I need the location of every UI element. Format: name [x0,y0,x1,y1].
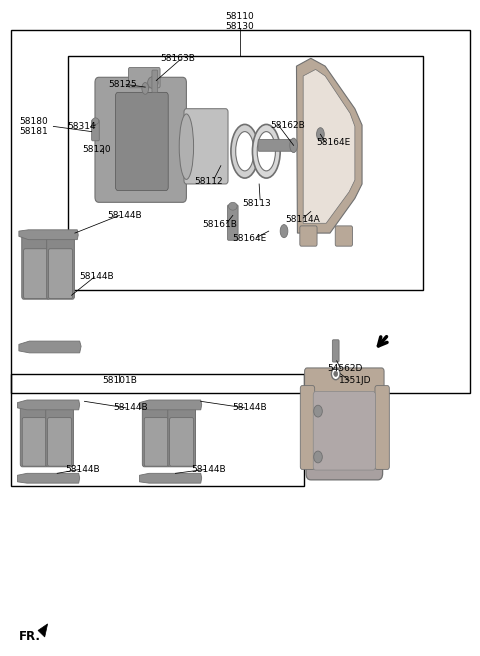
Polygon shape [303,70,355,223]
Text: 58144B: 58144B [114,403,148,413]
Text: 58144B: 58144B [66,465,100,474]
FancyBboxPatch shape [48,418,72,466]
Bar [11,374,304,486]
Ellipse shape [148,77,158,89]
Polygon shape [17,474,80,483]
Polygon shape [19,341,81,353]
Ellipse shape [231,125,259,178]
Ellipse shape [280,224,288,237]
FancyBboxPatch shape [20,403,48,467]
Text: FR.: FR. [19,630,41,644]
Text: 54562D: 54562D [328,364,363,373]
Text: 58110
58130: 58110 58130 [226,12,254,31]
Text: 58314: 58314 [68,122,96,131]
FancyBboxPatch shape [169,418,193,466]
FancyBboxPatch shape [22,232,49,299]
Text: 58120: 58120 [82,146,111,154]
FancyBboxPatch shape [22,418,46,466]
FancyBboxPatch shape [143,403,170,467]
Polygon shape [297,58,362,233]
Bar [11,30,470,394]
Text: 58101B: 58101B [102,376,137,385]
Polygon shape [140,400,202,410]
FancyBboxPatch shape [116,92,168,190]
FancyBboxPatch shape [313,392,375,470]
FancyBboxPatch shape [258,140,295,152]
FancyBboxPatch shape [152,70,157,92]
Ellipse shape [257,132,276,171]
FancyBboxPatch shape [129,68,160,88]
FancyBboxPatch shape [335,226,352,246]
FancyBboxPatch shape [228,205,238,240]
Ellipse shape [317,128,324,141]
Text: 58112: 58112 [194,177,223,186]
Bar [68,56,423,290]
Text: 58144B: 58144B [79,272,114,281]
Text: 58180
58181: 58180 58181 [19,117,48,136]
Text: 58144B: 58144B [107,211,142,220]
Ellipse shape [92,118,99,125]
FancyBboxPatch shape [24,249,48,298]
FancyBboxPatch shape [184,109,228,184]
Text: 58113: 58113 [242,199,271,208]
Ellipse shape [314,405,323,417]
Ellipse shape [314,451,323,463]
FancyBboxPatch shape [95,77,186,202]
Text: 58144B: 58144B [192,465,226,474]
Polygon shape [140,474,202,483]
FancyBboxPatch shape [306,375,383,480]
Ellipse shape [252,125,280,178]
FancyBboxPatch shape [47,232,74,299]
Text: 58163B: 58163B [160,54,195,63]
Text: 1351JD: 1351JD [338,376,371,385]
Polygon shape [17,400,80,410]
Text: 58162B: 58162B [271,121,305,130]
FancyBboxPatch shape [300,226,317,246]
Ellipse shape [142,83,149,94]
Text: 58161B: 58161B [203,220,237,229]
FancyBboxPatch shape [144,418,168,466]
FancyBboxPatch shape [332,340,339,362]
Polygon shape [19,230,78,239]
FancyBboxPatch shape [375,386,389,470]
Ellipse shape [331,368,340,380]
Ellipse shape [228,202,237,210]
Ellipse shape [290,138,298,153]
Text: 58125: 58125 [108,80,137,89]
Text: 58144B: 58144B [232,403,267,413]
FancyBboxPatch shape [46,403,73,467]
Ellipse shape [179,114,193,179]
FancyBboxPatch shape [300,386,315,470]
Text: 58164E: 58164E [232,234,267,243]
Polygon shape [38,624,48,637]
Ellipse shape [236,132,254,171]
FancyBboxPatch shape [92,120,99,141]
FancyBboxPatch shape [305,368,384,393]
Ellipse shape [334,371,337,377]
Text: 58114A: 58114A [285,215,320,224]
FancyBboxPatch shape [48,249,72,298]
Text: 58164E: 58164E [316,138,350,146]
FancyBboxPatch shape [168,403,195,467]
